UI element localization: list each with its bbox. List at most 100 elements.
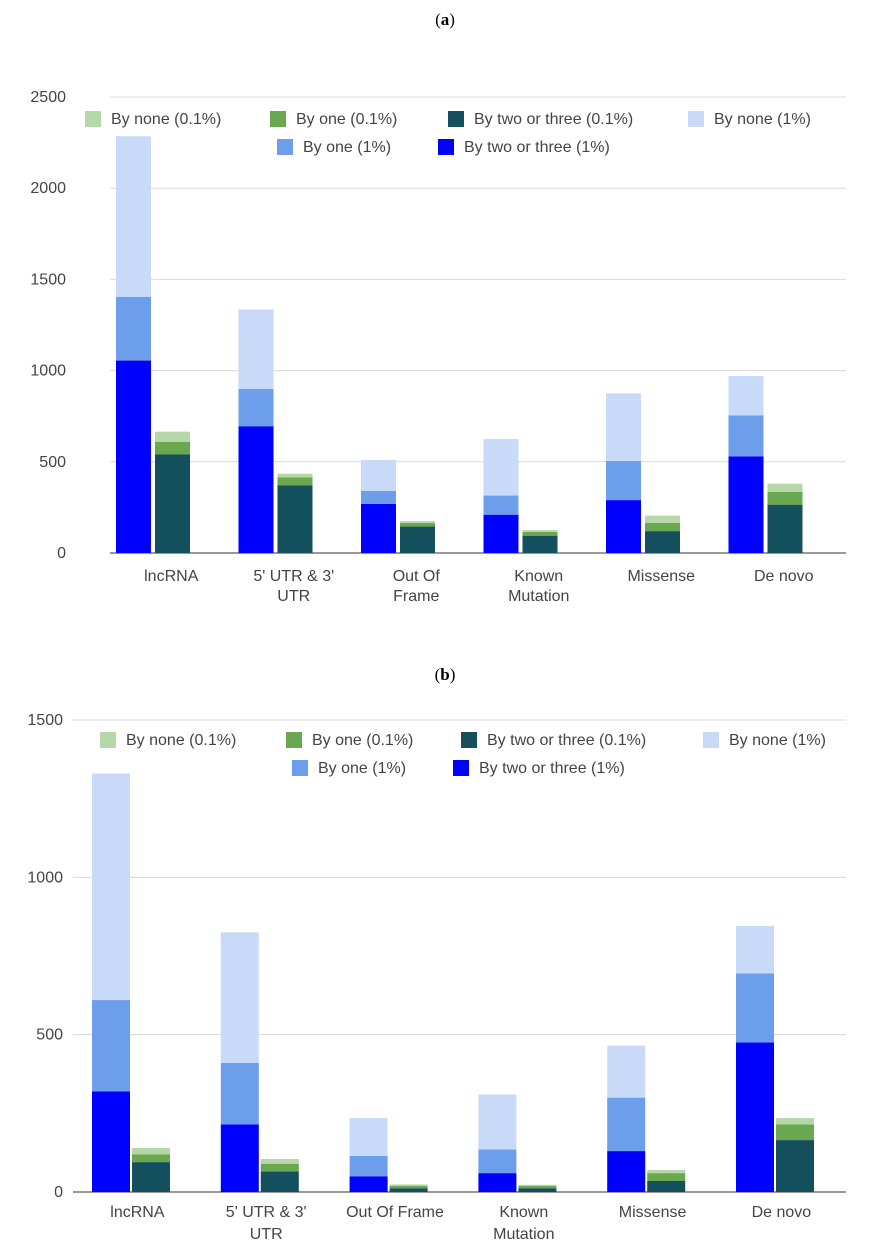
- bar-segment-by-two-or-three-1: [349, 1176, 388, 1192]
- x-category-label: Missense: [627, 568, 695, 585]
- bar-segment-by-none-0-1: [767, 483, 803, 492]
- y-tick-label: 500: [39, 454, 66, 471]
- y-tick-label: 0: [54, 1184, 63, 1201]
- bar-segment-by-one-1: [238, 388, 274, 427]
- bar-segment-by-one-0-1: [389, 1186, 428, 1189]
- panel-label-b: (b): [434, 665, 456, 684]
- bar-segment-by-one-1: [728, 415, 764, 457]
- x-category-label: Out Of Frame: [346, 1204, 444, 1221]
- bar-segment-by-none-0-1: [400, 521, 435, 523]
- bar-segment-by-two-or-three-0-1: [522, 535, 558, 553]
- x-category-label: Known: [499, 1204, 548, 1221]
- legend-label-by-one-0-1: By one (0.1%): [312, 732, 413, 749]
- legend-swatch-by-one-0-1: [270, 111, 286, 127]
- y-tick-label: 500: [36, 1027, 63, 1044]
- x-category-label: lncRNA: [144, 568, 199, 585]
- bar-segment-by-none-1: [478, 1094, 517, 1150]
- legend-swatch-by-two-or-three-1: [438, 139, 454, 155]
- bar-segment-by-two-or-three-0-1: [400, 526, 435, 553]
- bar-segment-by-two-or-three-1: [478, 1173, 517, 1192]
- panel-label-a: (a): [435, 10, 455, 29]
- bar-segment-by-none-0-1: [776, 1118, 814, 1125]
- bar-segment-by-one-1: [607, 1097, 646, 1152]
- bar-segment-by-one-1: [483, 495, 519, 515]
- y-tick-label: 1000: [27, 869, 63, 886]
- bar-segment-by-none-1: [607, 1045, 646, 1098]
- y-tick-label: 1500: [30, 271, 66, 288]
- bar-segment-by-none-0-1: [518, 1184, 557, 1187]
- legend-swatch-by-none-1: [688, 111, 704, 127]
- y-tick-label: 1000: [30, 363, 66, 380]
- legend-swatch-by-two-or-three-1: [453, 760, 469, 776]
- bar-segment-by-one-1: [116, 296, 151, 361]
- y-tick-label: 0: [57, 545, 66, 562]
- bar-segment-by-two-or-three-1: [92, 1091, 130, 1192]
- legend-label-by-two-or-three-0-1: By two or three (0.1%): [474, 111, 633, 128]
- legend-swatch-by-one-1: [277, 139, 293, 155]
- bar-segment-by-one-1: [478, 1149, 517, 1174]
- bar-segment-by-none-1: [606, 393, 641, 461]
- legend-swatch-by-one-1: [292, 760, 308, 776]
- bar-segment-by-two-or-three-0-1: [767, 504, 803, 553]
- legend-label-by-none-1: By none (1%): [714, 111, 811, 128]
- bar-segment-by-two-or-three-1: [736, 1042, 774, 1192]
- legend-swatch-by-two-or-three-0-1: [461, 732, 477, 748]
- legend-swatch-by-none-0-1: [85, 111, 101, 127]
- bar-segment-by-one-1: [736, 973, 774, 1043]
- bar-segment-by-none-1: [92, 773, 130, 1001]
- bar-segment-by-none-1: [728, 376, 764, 416]
- chart-a: 0 500 1000 1500 2000 2500 lncRNA 5' UTR & 3' UTR…: [30, 89, 846, 605]
- bar-segment-by-none-0-1: [522, 530, 558, 533]
- bar-segment-by-two-or-three-1: [361, 503, 396, 553]
- legend-label-by-two-or-three-0-1: By two or three (0.1%): [487, 732, 646, 749]
- bar-segment-by-one-0-1: [260, 1163, 299, 1172]
- y-tick-label: 1500: [27, 712, 63, 729]
- x-category-label: De novo: [754, 568, 814, 585]
- bar-segment-by-one-0-1: [645, 522, 680, 532]
- bar-segment-by-two-or-three-0-1: [389, 1188, 428, 1192]
- bar-segment-by-one-0-1: [132, 1154, 170, 1163]
- bar-segment-by-none-0-1: [389, 1184, 428, 1187]
- legend-label-by-two-or-three-1: By two or three (1%): [464, 139, 610, 156]
- bar-segment-by-two-or-three-1: [483, 514, 519, 553]
- bar-segment-by-none-1: [116, 136, 151, 297]
- bar-segment-by-none-1: [238, 309, 274, 389]
- bar-segment-by-one-1: [220, 1062, 259, 1125]
- bar-segment-by-none-1: [736, 926, 774, 974]
- x-category-label: Out Of: [393, 568, 441, 585]
- y-tick-label: 2000: [30, 180, 66, 197]
- legend-label-by-one-1: By one (1%): [303, 139, 391, 156]
- bar-segment-by-none-1: [349, 1118, 388, 1156]
- legend-label-by-none-1: By none (1%): [729, 732, 826, 749]
- bar-segment-by-two-or-three-0-1: [647, 1180, 686, 1192]
- bar-segment-by-one-0-1: [400, 522, 435, 527]
- legend-label-by-two-or-three-1: By two or three (1%): [479, 760, 625, 777]
- bar-segment-by-two-or-three-0-1: [132, 1162, 170, 1192]
- x-category-label: Mutation: [508, 588, 569, 605]
- bar-segment-by-none-0-1: [155, 431, 190, 442]
- bar-segment-by-two-or-three-0-1: [260, 1171, 299, 1192]
- bar-segment-by-one-1: [349, 1155, 388, 1177]
- x-category-label: 5' UTR & 3': [253, 568, 334, 585]
- bar-segment-by-one-0-1: [518, 1186, 557, 1189]
- x-category-label: Known: [514, 568, 563, 585]
- chart-b: 0 500 1000 1500 lncRNA 5' UTR & 3' UTR Out Of F…: [27, 712, 846, 1243]
- bar-segment-by-one-0-1: [155, 441, 190, 455]
- bar-segment-by-one-1: [92, 1000, 130, 1092]
- bar-segment-by-one-0-1: [776, 1124, 814, 1141]
- bar-segment-by-two-or-three-1: [238, 426, 274, 553]
- y-tick-label: 2500: [30, 89, 66, 106]
- x-category-label: lncRNA: [110, 1204, 165, 1221]
- bar-segment-by-two-or-three-0-1: [645, 531, 680, 553]
- bar-segment-by-one-0-1: [767, 491, 803, 505]
- bar-segment-by-none-1: [483, 439, 519, 496]
- legend-swatch-by-one-0-1: [286, 732, 302, 748]
- bar-segment-by-two-or-three-0-1: [155, 454, 190, 553]
- bar-segment-by-one-1: [606, 460, 641, 501]
- bar-segment-by-none-0-1: [277, 473, 313, 478]
- legend-swatch-by-none-0-1: [100, 732, 116, 748]
- legend-label-by-one-1: By one (1%): [318, 760, 406, 777]
- legend-label-by-one-0-1: By one (0.1%): [296, 111, 397, 128]
- x-category-label: UTR: [250, 1226, 283, 1243]
- bar-segment-by-two-or-three-0-1: [776, 1140, 814, 1192]
